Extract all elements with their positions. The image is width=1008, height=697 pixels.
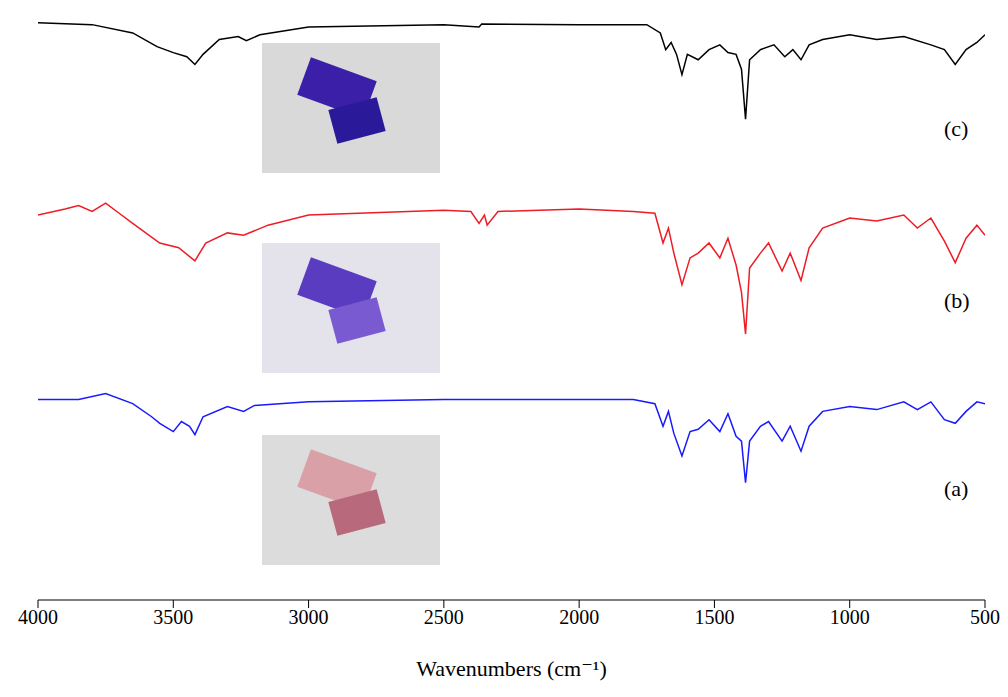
svg-text:1500: 1500: [694, 606, 734, 628]
svg-text:4000: 4000: [18, 606, 58, 628]
html-text:(b): (b): [944, 288, 970, 313]
svg-text:2000: 2000: [559, 606, 599, 628]
svg-text:2500: 2500: [424, 606, 464, 628]
svg-text:1000: 1000: [830, 606, 870, 628]
svg-text:3000: 3000: [289, 606, 329, 628]
html-text:(a): (a): [944, 476, 969, 501]
svg-text:Wavenumbers (cm⁻¹): Wavenumbers (cm⁻¹): [416, 656, 607, 681]
svg-text:500: 500: [970, 606, 1000, 628]
svg-text:3500: 3500: [153, 606, 193, 628]
html-text:(c): (c): [944, 116, 969, 141]
